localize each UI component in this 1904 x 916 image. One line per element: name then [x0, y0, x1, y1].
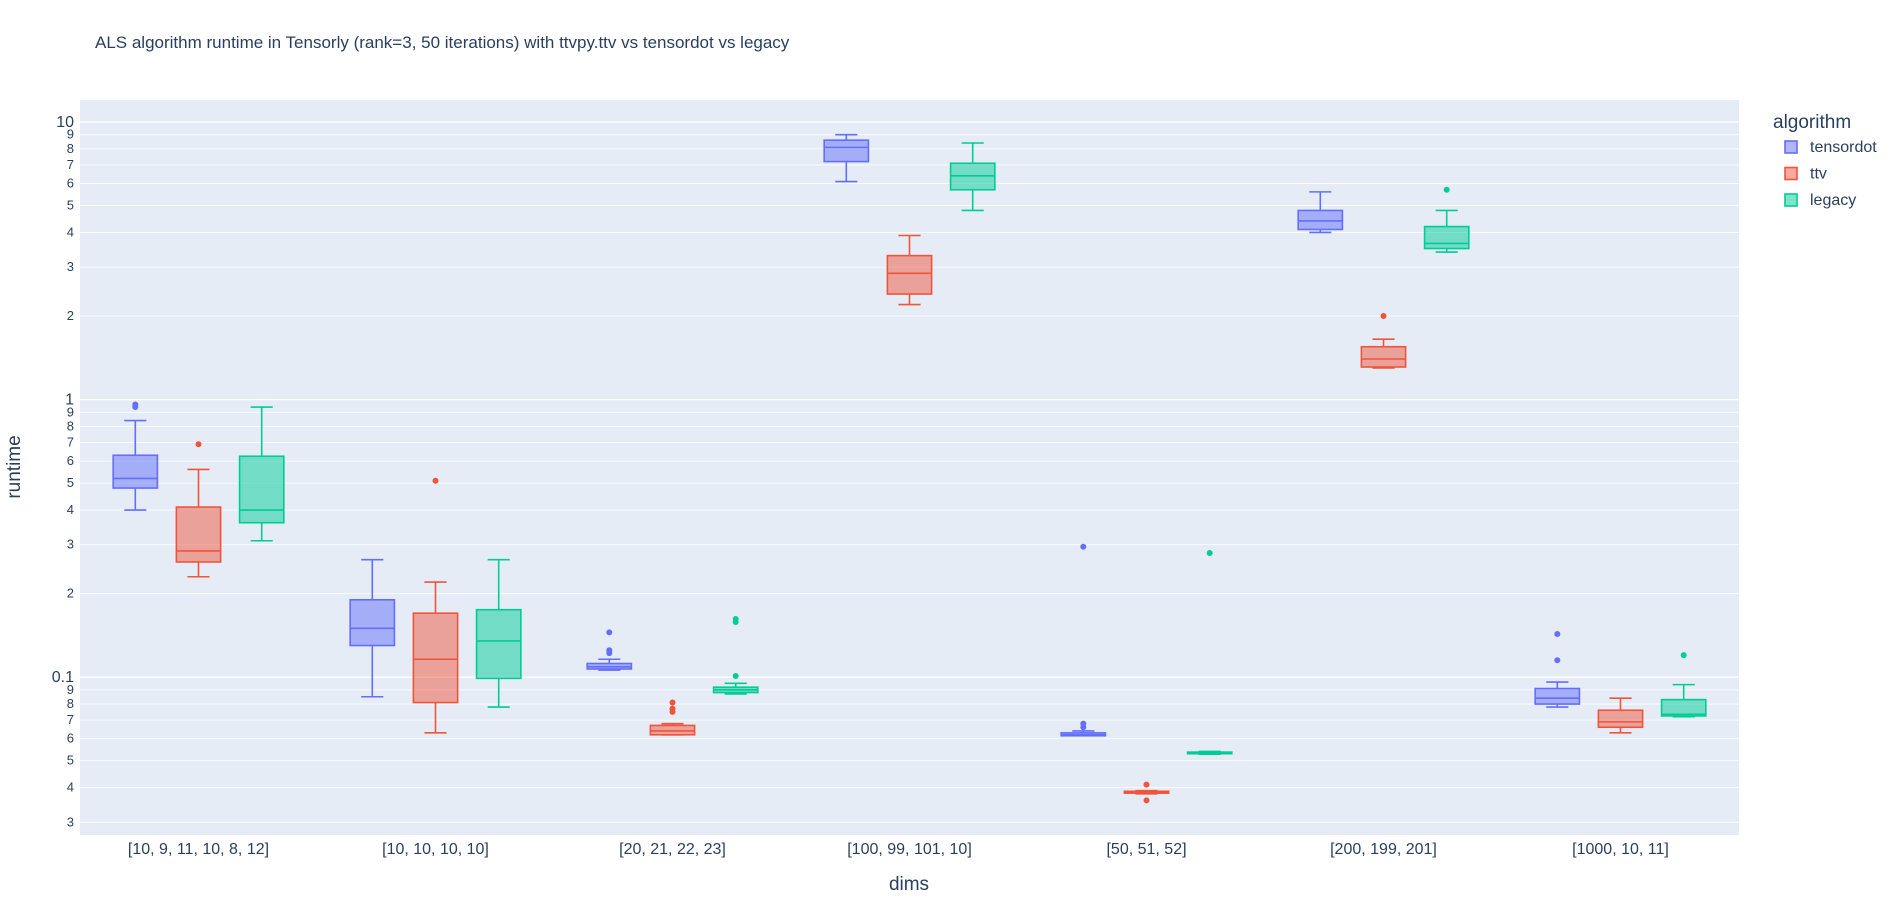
series-tensordot — [112, 133, 1581, 737]
outlier-point — [1206, 550, 1213, 557]
outlier-point — [1143, 781, 1150, 788]
outlier-point — [1080, 720, 1087, 727]
x-tick-label: [200, 199, 201] — [1330, 841, 1437, 858]
x-axis-title: dims — [889, 874, 929, 895]
y-tick-label-minor: 6 — [67, 453, 74, 468]
x-tick-label: [100, 99, 101, 10] — [847, 841, 972, 858]
outlier-point — [195, 441, 202, 448]
y-tick-label-minor: 7 — [67, 435, 74, 450]
outlier-point — [1443, 186, 1450, 193]
box-iqr — [823, 139, 870, 163]
box-iqr — [1534, 687, 1581, 705]
box-iqr — [1297, 209, 1344, 231]
box-iqr — [475, 608, 522, 680]
outlier-point — [606, 647, 613, 654]
box-iqr — [112, 454, 159, 489]
y-tick-label-major: 10 — [56, 114, 74, 131]
box-series — [112, 133, 1707, 804]
box-iqr — [349, 598, 396, 647]
box-iqr — [649, 724, 696, 736]
box-iqr — [1597, 709, 1644, 729]
y-tick-label-minor: 5 — [67, 753, 74, 768]
box-iqr — [1360, 345, 1407, 368]
y-tick-label-minor: 2 — [67, 308, 74, 323]
y-tick-label-minor: 4 — [67, 502, 74, 517]
outlier-point — [732, 672, 739, 679]
box-iqr — [412, 612, 459, 704]
outlier-point — [1143, 797, 1150, 804]
outlier-point — [432, 477, 439, 484]
y-tick-label-minor: 8 — [67, 141, 74, 156]
outlier-point — [606, 629, 613, 636]
x-tick-label: [10, 9, 11, 10, 8, 12] — [128, 841, 269, 858]
y-tick-label-minor: 3 — [67, 814, 74, 829]
y-tick-label-minor: 7 — [67, 712, 74, 727]
legend: algorithm tensordot ttv legacy — [1773, 112, 1877, 209]
legend-title: algorithm — [1773, 112, 1851, 133]
legend-swatch-legacy — [1784, 193, 1798, 207]
outlier-point — [669, 705, 676, 712]
y-axis-title: runtime — [4, 435, 25, 498]
chart-title: ALS algorithm runtime in Tensorly (rank=… — [95, 33, 790, 52]
outlier-point — [1080, 543, 1087, 550]
legend-swatch-tensordot — [1784, 140, 1798, 154]
legend-label-ttv: ttv — [1810, 166, 1827, 183]
series-legacy — [238, 142, 1707, 755]
outlier-point — [1380, 313, 1387, 320]
y-tick-label-minor: 4 — [67, 780, 74, 795]
y-tick-label-minor: 3 — [67, 259, 74, 274]
y-tick-label-minor: 7 — [67, 157, 74, 172]
y-tick-label-minor: 6 — [67, 176, 74, 191]
box-iqr — [238, 455, 285, 524]
x-tick-label: [50, 51, 52] — [1106, 841, 1186, 858]
outlier-point — [732, 615, 739, 622]
x-tick-label: [20, 21, 22, 23] — [619, 841, 726, 858]
x-axis-ticks: [10, 9, 11, 10, 8, 12] [10, 10, 10, 10] [2… — [128, 841, 1669, 858]
plot-area-background — [80, 100, 1739, 835]
box-iqr — [1660, 698, 1707, 717]
legend-swatch-ttv — [1784, 166, 1798, 181]
x-tick-label: [1000, 10, 11] — [1572, 841, 1669, 858]
outlier-point — [1554, 657, 1561, 664]
y-tick-label-minor: 5 — [67, 198, 74, 213]
y-tick-label-major: 0.1 — [52, 669, 74, 686]
outlier-point — [1554, 631, 1561, 638]
y-tick-label-minor: 9 — [67, 682, 74, 697]
y-tick-label-major: 1 — [65, 392, 74, 409]
legend-label-tensordot: tensordot — [1810, 139, 1877, 156]
grid-lines — [80, 121, 1739, 823]
box-iqr — [886, 254, 933, 295]
box-iqr — [1423, 225, 1470, 250]
y-tick-label-minor: 3 — [67, 537, 74, 552]
outlier-point — [1680, 652, 1687, 659]
outlier-point — [132, 401, 139, 408]
y-tick-label-minor: 5 — [67, 475, 74, 490]
y-tick-label-minor: 9 — [67, 127, 74, 142]
y-tick-label-minor: 9 — [67, 404, 74, 419]
box-iqr — [175, 506, 222, 563]
y-tick-label-minor: 4 — [67, 224, 74, 239]
y-tick-label-minor: 6 — [67, 731, 74, 746]
y-tick-label-minor: 8 — [67, 418, 74, 433]
y-tick-label-minor: 2 — [67, 586, 74, 601]
series-ttv — [175, 234, 1644, 804]
outlier-point — [669, 699, 676, 706]
legend-label-legacy: legacy — [1810, 192, 1856, 209]
x-tick-label: [10, 10, 10, 10] — [382, 841, 489, 858]
y-tick-label-minor: 8 — [67, 696, 74, 711]
